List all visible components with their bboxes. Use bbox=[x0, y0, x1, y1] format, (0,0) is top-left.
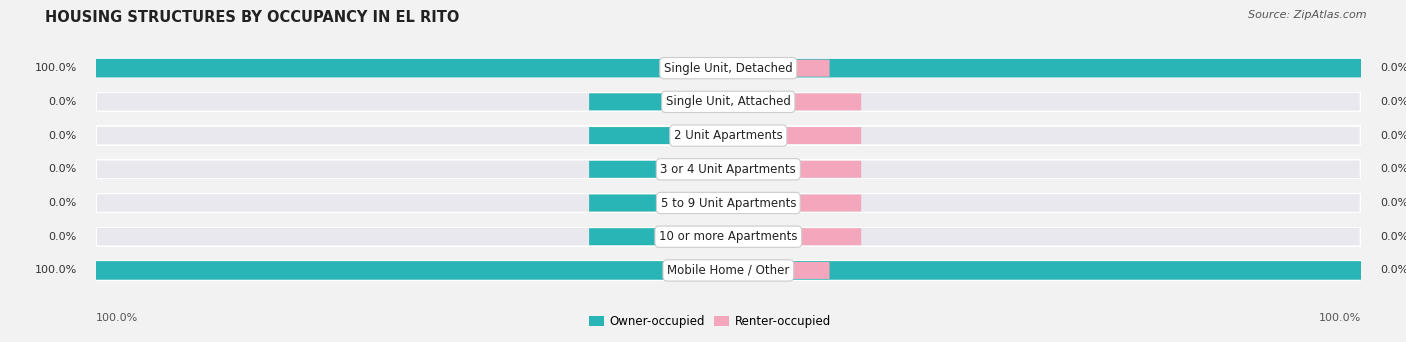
FancyBboxPatch shape bbox=[96, 261, 1361, 280]
Text: Mobile Home / Other: Mobile Home / Other bbox=[666, 264, 790, 277]
FancyBboxPatch shape bbox=[766, 93, 862, 110]
Text: Single Unit, Detached: Single Unit, Detached bbox=[664, 62, 793, 75]
FancyBboxPatch shape bbox=[766, 195, 862, 211]
FancyBboxPatch shape bbox=[96, 126, 1361, 146]
FancyBboxPatch shape bbox=[96, 193, 1361, 213]
Text: 100.0%: 100.0% bbox=[34, 265, 77, 275]
Text: 100.0%: 100.0% bbox=[1319, 313, 1361, 323]
Text: 0.0%: 0.0% bbox=[48, 97, 77, 107]
FancyBboxPatch shape bbox=[96, 92, 1361, 112]
Text: HOUSING STRUCTURES BY OCCUPANCY IN EL RITO: HOUSING STRUCTURES BY OCCUPANCY IN EL RI… bbox=[45, 10, 460, 25]
Text: 3 or 4 Unit Apartments: 3 or 4 Unit Apartments bbox=[661, 163, 796, 176]
Text: 0.0%: 0.0% bbox=[1381, 164, 1406, 174]
FancyBboxPatch shape bbox=[589, 161, 690, 178]
FancyBboxPatch shape bbox=[96, 260, 1361, 280]
FancyBboxPatch shape bbox=[589, 127, 690, 144]
Text: 0.0%: 0.0% bbox=[48, 131, 77, 141]
FancyBboxPatch shape bbox=[96, 58, 1361, 78]
FancyBboxPatch shape bbox=[766, 127, 862, 144]
Text: 0.0%: 0.0% bbox=[1381, 232, 1406, 242]
FancyBboxPatch shape bbox=[589, 93, 690, 110]
FancyBboxPatch shape bbox=[96, 227, 1361, 247]
Text: 10 or more Apartments: 10 or more Apartments bbox=[659, 230, 797, 243]
FancyBboxPatch shape bbox=[589, 195, 690, 211]
FancyBboxPatch shape bbox=[766, 161, 862, 178]
Text: 0.0%: 0.0% bbox=[1381, 97, 1406, 107]
FancyBboxPatch shape bbox=[766, 228, 862, 245]
Text: 0.0%: 0.0% bbox=[48, 232, 77, 242]
Text: 0.0%: 0.0% bbox=[1381, 265, 1406, 275]
Text: 0.0%: 0.0% bbox=[48, 164, 77, 174]
Text: 100.0%: 100.0% bbox=[34, 63, 77, 73]
Text: 5 to 9 Unit Apartments: 5 to 9 Unit Apartments bbox=[661, 197, 796, 210]
FancyBboxPatch shape bbox=[589, 228, 690, 245]
FancyBboxPatch shape bbox=[96, 59, 1361, 77]
Legend: Owner-occupied, Renter-occupied: Owner-occupied, Renter-occupied bbox=[585, 310, 835, 333]
FancyBboxPatch shape bbox=[741, 60, 830, 77]
FancyBboxPatch shape bbox=[741, 262, 830, 279]
FancyBboxPatch shape bbox=[96, 159, 1361, 180]
Text: 0.0%: 0.0% bbox=[1381, 131, 1406, 141]
Text: 100.0%: 100.0% bbox=[96, 313, 138, 323]
Text: Single Unit, Attached: Single Unit, Attached bbox=[666, 95, 790, 108]
Text: 0.0%: 0.0% bbox=[1381, 198, 1406, 208]
Text: Source: ZipAtlas.com: Source: ZipAtlas.com bbox=[1249, 10, 1367, 20]
Text: 0.0%: 0.0% bbox=[48, 198, 77, 208]
Text: 2 Unit Apartments: 2 Unit Apartments bbox=[673, 129, 783, 142]
Text: 0.0%: 0.0% bbox=[1381, 63, 1406, 73]
